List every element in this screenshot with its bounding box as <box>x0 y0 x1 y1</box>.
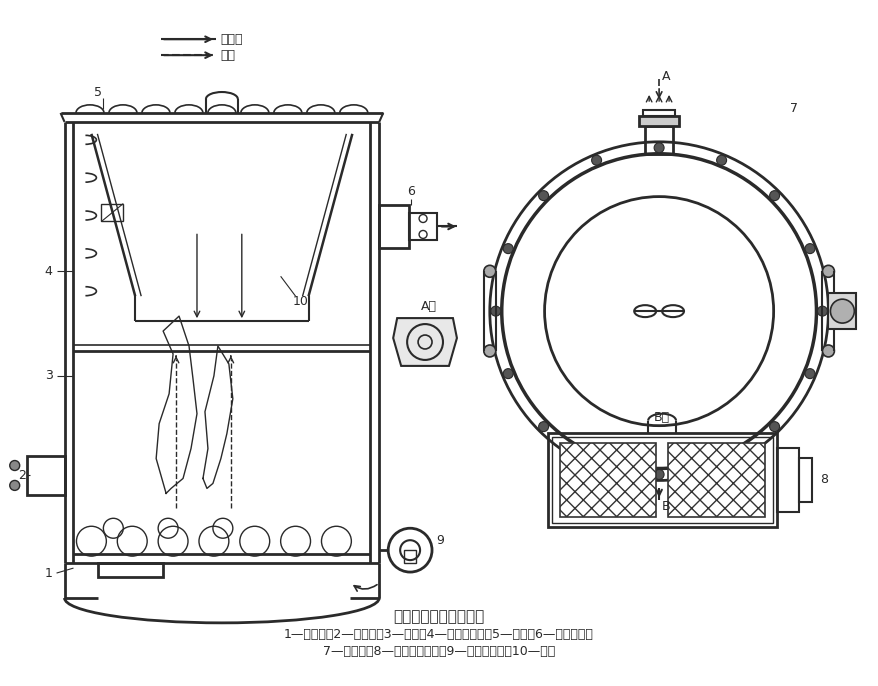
Text: 8: 8 <box>819 473 827 486</box>
Text: 5: 5 <box>94 86 102 99</box>
Bar <box>26 456 64 495</box>
Text: A: A <box>661 69 670 82</box>
Bar <box>643 110 674 116</box>
Circle shape <box>10 460 19 471</box>
Bar <box>559 442 655 517</box>
Circle shape <box>716 155 726 165</box>
Circle shape <box>10 480 19 490</box>
Circle shape <box>830 299 853 323</box>
Circle shape <box>769 422 779 431</box>
Bar <box>667 442 764 517</box>
Bar <box>404 550 415 563</box>
Circle shape <box>769 191 779 200</box>
Circle shape <box>490 306 500 316</box>
Text: 6: 6 <box>407 185 414 198</box>
Circle shape <box>591 457 601 467</box>
Text: 7: 7 <box>788 102 796 115</box>
Circle shape <box>653 469 664 480</box>
Circle shape <box>716 457 726 467</box>
Text: 3: 3 <box>45 369 53 382</box>
Text: 9: 9 <box>435 534 443 547</box>
Circle shape <box>817 306 826 316</box>
Text: 立式无管式热风炉结构: 立式无管式热风炉结构 <box>393 609 484 624</box>
Bar <box>408 213 436 240</box>
Bar <box>547 433 776 528</box>
Text: B向: B向 <box>653 411 669 424</box>
Bar <box>644 126 673 154</box>
Bar <box>98 563 163 577</box>
Text: 2: 2 <box>18 469 25 482</box>
Circle shape <box>822 265 833 277</box>
Text: 1: 1 <box>45 567 53 580</box>
Circle shape <box>822 345 833 357</box>
Text: 1—出灰口；2—加煤口；3—炉体；4—螺旋导风板；5—炉盖；6—热风出口；: 1—出灰口；2—加煤口；3—炉体；4—螺旋导风板；5—炉盖；6—热风出口； <box>284 628 594 641</box>
Bar <box>827 293 855 329</box>
Circle shape <box>804 244 814 254</box>
Bar <box>638 116 678 126</box>
Bar <box>101 204 123 222</box>
Bar <box>551 436 772 523</box>
Bar <box>797 458 811 502</box>
Circle shape <box>538 191 548 200</box>
Bar <box>378 204 408 248</box>
Circle shape <box>483 345 495 357</box>
Circle shape <box>591 155 601 165</box>
Circle shape <box>483 265 495 277</box>
Circle shape <box>538 422 548 431</box>
Circle shape <box>804 368 814 379</box>
Circle shape <box>653 143 664 153</box>
Text: 4: 4 <box>45 265 53 278</box>
Text: B: B <box>661 500 670 513</box>
Text: 10: 10 <box>292 295 308 307</box>
Text: 7—排烟口；8—外界空气进口；9—助燃小风机；10—助片: 7—排烟口；8—外界空气进口；9—助燃小风机；10—助片 <box>322 646 555 659</box>
Text: A向: A向 <box>421 300 436 313</box>
Text: 热空气: 热空气 <box>220 33 242 46</box>
Bar <box>776 447 797 512</box>
Text: 烟气: 烟气 <box>220 49 234 62</box>
Circle shape <box>502 244 513 254</box>
Circle shape <box>502 368 513 379</box>
Polygon shape <box>392 318 457 366</box>
